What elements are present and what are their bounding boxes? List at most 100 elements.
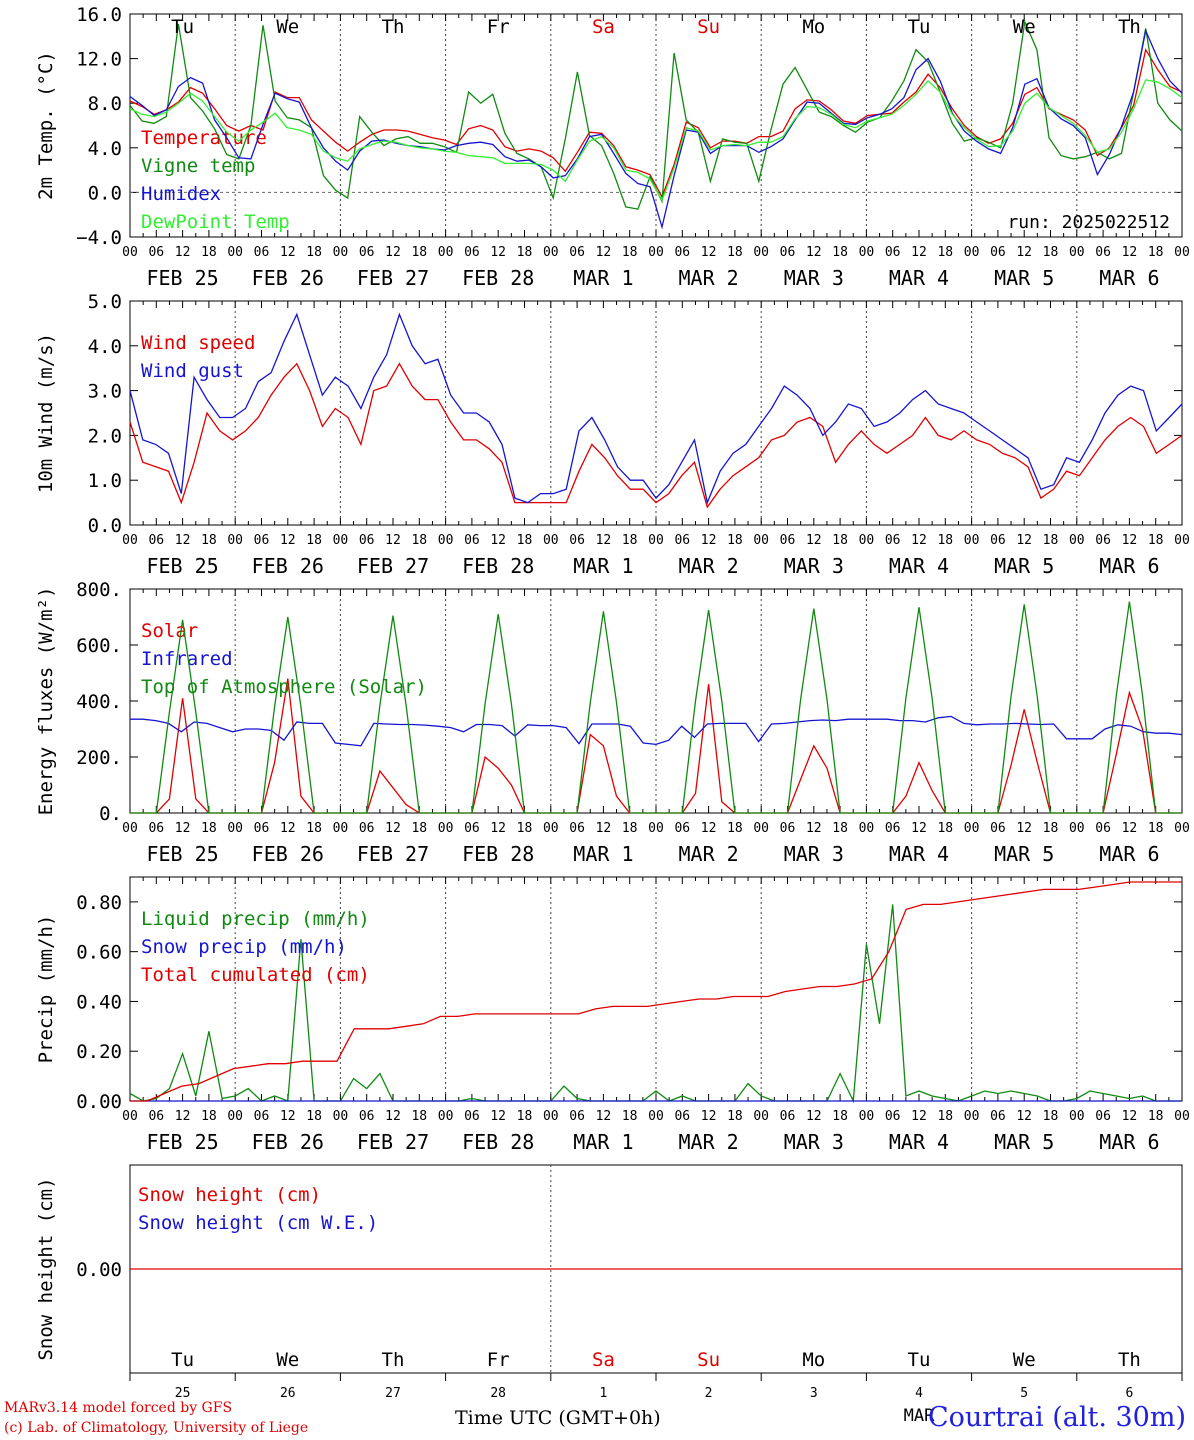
hour-tick-label: 12 bbox=[701, 533, 717, 548]
date-label: MAR 4 bbox=[889, 842, 949, 866]
date-label: FEB 26 bbox=[252, 554, 324, 578]
y-tick-label: 0.40 bbox=[76, 991, 122, 1013]
weekday-label: Mo bbox=[802, 1349, 825, 1371]
hour-tick-label: 18 bbox=[1148, 1109, 1164, 1124]
hour-tick-label: 00 bbox=[1174, 821, 1190, 836]
hour-tick-label: 12 bbox=[596, 1109, 612, 1124]
hour-tick-label: 18 bbox=[306, 821, 322, 836]
hour-tick-label: 06 bbox=[780, 821, 796, 836]
day-number-label: 27 bbox=[385, 1386, 401, 1401]
hour-tick-label: 06 bbox=[254, 1109, 270, 1124]
hour-tick-label: 06 bbox=[1095, 533, 1111, 548]
hour-tick-label: 00 bbox=[1174, 245, 1190, 260]
hour-tick-label: 00 bbox=[1069, 1109, 1085, 1124]
hour-tick-label: 18 bbox=[306, 533, 322, 548]
weekday-label: Fr bbox=[487, 16, 510, 38]
hour-tick-label: 00 bbox=[1174, 533, 1190, 548]
hour-tick-label: 12 bbox=[490, 1109, 506, 1124]
hour-tick-label: 18 bbox=[1043, 245, 1059, 260]
hour-tick-label: 06 bbox=[464, 1109, 480, 1124]
y-tick-label: 800. bbox=[76, 579, 122, 601]
hour-tick-label: 00 bbox=[438, 245, 454, 260]
hour-tick-label: 06 bbox=[1095, 245, 1111, 260]
hour-tick-label: 12 bbox=[596, 821, 612, 836]
y-tick-label: 400. bbox=[76, 691, 122, 713]
legend-entry: Snow height (cm W.E.) bbox=[138, 1212, 378, 1234]
date-label: MAR 2 bbox=[678, 1130, 738, 1154]
hour-tick-label: 12 bbox=[1122, 1109, 1138, 1124]
hour-tick-label: 06 bbox=[464, 245, 480, 260]
hour-tick-label: 12 bbox=[385, 821, 401, 836]
hour-tick-label: 18 bbox=[306, 1109, 322, 1124]
hour-tick-label: 06 bbox=[359, 1109, 375, 1124]
hour-tick-label: 06 bbox=[464, 821, 480, 836]
hour-tick-label: 00 bbox=[438, 821, 454, 836]
hour-tick-label: 00 bbox=[753, 533, 769, 548]
hour-tick-label: 06 bbox=[1095, 821, 1111, 836]
hour-tick-label: 18 bbox=[1043, 533, 1059, 548]
hour-tick-label: 12 bbox=[911, 821, 927, 836]
hour-tick-label: 18 bbox=[622, 821, 638, 836]
series-line-wind-speed bbox=[129, 362, 1183, 509]
hour-tick-label: 18 bbox=[411, 821, 427, 836]
weekday-label: Th bbox=[1118, 16, 1141, 38]
date-label: FEB 28 bbox=[462, 842, 534, 866]
y-axis-label: Precip (mm/h) bbox=[35, 915, 57, 1064]
hour-tick-label: 18 bbox=[201, 821, 217, 836]
hour-tick-label: 18 bbox=[622, 1109, 638, 1124]
date-label: FEB 28 bbox=[462, 554, 534, 578]
hour-tick-label: 00 bbox=[753, 821, 769, 836]
hour-tick-label: 06 bbox=[359, 821, 375, 836]
hour-tick-label: 18 bbox=[517, 533, 533, 548]
hour-tick-label: 00 bbox=[859, 1109, 875, 1124]
date-label: MAR 6 bbox=[1099, 1130, 1159, 1154]
hour-tick-label: 00 bbox=[1069, 533, 1085, 548]
hour-tick-label: 00 bbox=[438, 1109, 454, 1124]
hour-tick-label: 00 bbox=[1174, 1109, 1190, 1124]
hour-tick-label: 12 bbox=[1016, 533, 1032, 548]
hour-tick-label: 12 bbox=[385, 245, 401, 260]
legend-entry: Liquid precip (mm/h) bbox=[141, 908, 370, 930]
date-label: FEB 26 bbox=[252, 1130, 324, 1154]
weekday-label: Mo bbox=[802, 16, 825, 38]
hour-tick-label: 06 bbox=[885, 821, 901, 836]
hour-tick-label: 18 bbox=[832, 821, 848, 836]
day-number-label: 6 bbox=[1125, 1386, 1133, 1401]
hour-tick-label: 00 bbox=[964, 245, 980, 260]
hour-tick-label: 18 bbox=[622, 245, 638, 260]
month-label: MAR bbox=[904, 1406, 935, 1426]
hour-tick-label: 12 bbox=[1016, 245, 1032, 260]
hour-tick-label: 06 bbox=[885, 245, 901, 260]
y-tick-label: 3.0 bbox=[88, 381, 122, 403]
hour-tick-label: 00 bbox=[122, 821, 138, 836]
hour-tick-label: 06 bbox=[990, 1109, 1006, 1124]
date-label: FEB 28 bbox=[462, 1130, 534, 1154]
hour-tick-label: 06 bbox=[674, 821, 690, 836]
y-tick-label: 600. bbox=[76, 635, 122, 657]
hour-tick-label: 12 bbox=[806, 533, 822, 548]
date-label: MAR 4 bbox=[889, 554, 949, 578]
lab-credit: (c) Lab. of Climatology, University of L… bbox=[4, 1420, 309, 1436]
hour-tick-label: 00 bbox=[227, 533, 243, 548]
date-label: FEB 25 bbox=[146, 842, 218, 866]
weekday-label: Tu bbox=[908, 1349, 931, 1371]
hour-tick-label: 18 bbox=[1148, 245, 1164, 260]
hour-tick-label: 12 bbox=[1122, 821, 1138, 836]
run-label: run: 2025022512 bbox=[1007, 212, 1170, 233]
date-label: MAR 3 bbox=[784, 1130, 844, 1154]
hour-tick-label: 12 bbox=[280, 533, 296, 548]
y-tick-label: 5.0 bbox=[88, 291, 122, 313]
series-line-humidex bbox=[129, 28, 1183, 230]
hour-tick-label: 00 bbox=[1069, 245, 1085, 260]
hour-tick-label: 00 bbox=[227, 821, 243, 836]
date-label: MAR 5 bbox=[994, 842, 1054, 866]
hour-tick-label: 00 bbox=[122, 245, 138, 260]
hour-tick-label: 12 bbox=[806, 245, 822, 260]
weekday-label: Tu bbox=[171, 16, 194, 38]
legend-entry: Snow height (cm) bbox=[138, 1184, 321, 1206]
y-tick-label: 0.80 bbox=[76, 892, 122, 914]
hour-tick-label: 18 bbox=[517, 1109, 533, 1124]
hour-tick-label: 06 bbox=[569, 1109, 585, 1124]
hour-tick-label: 00 bbox=[122, 533, 138, 548]
hour-tick-label: 06 bbox=[780, 1109, 796, 1124]
